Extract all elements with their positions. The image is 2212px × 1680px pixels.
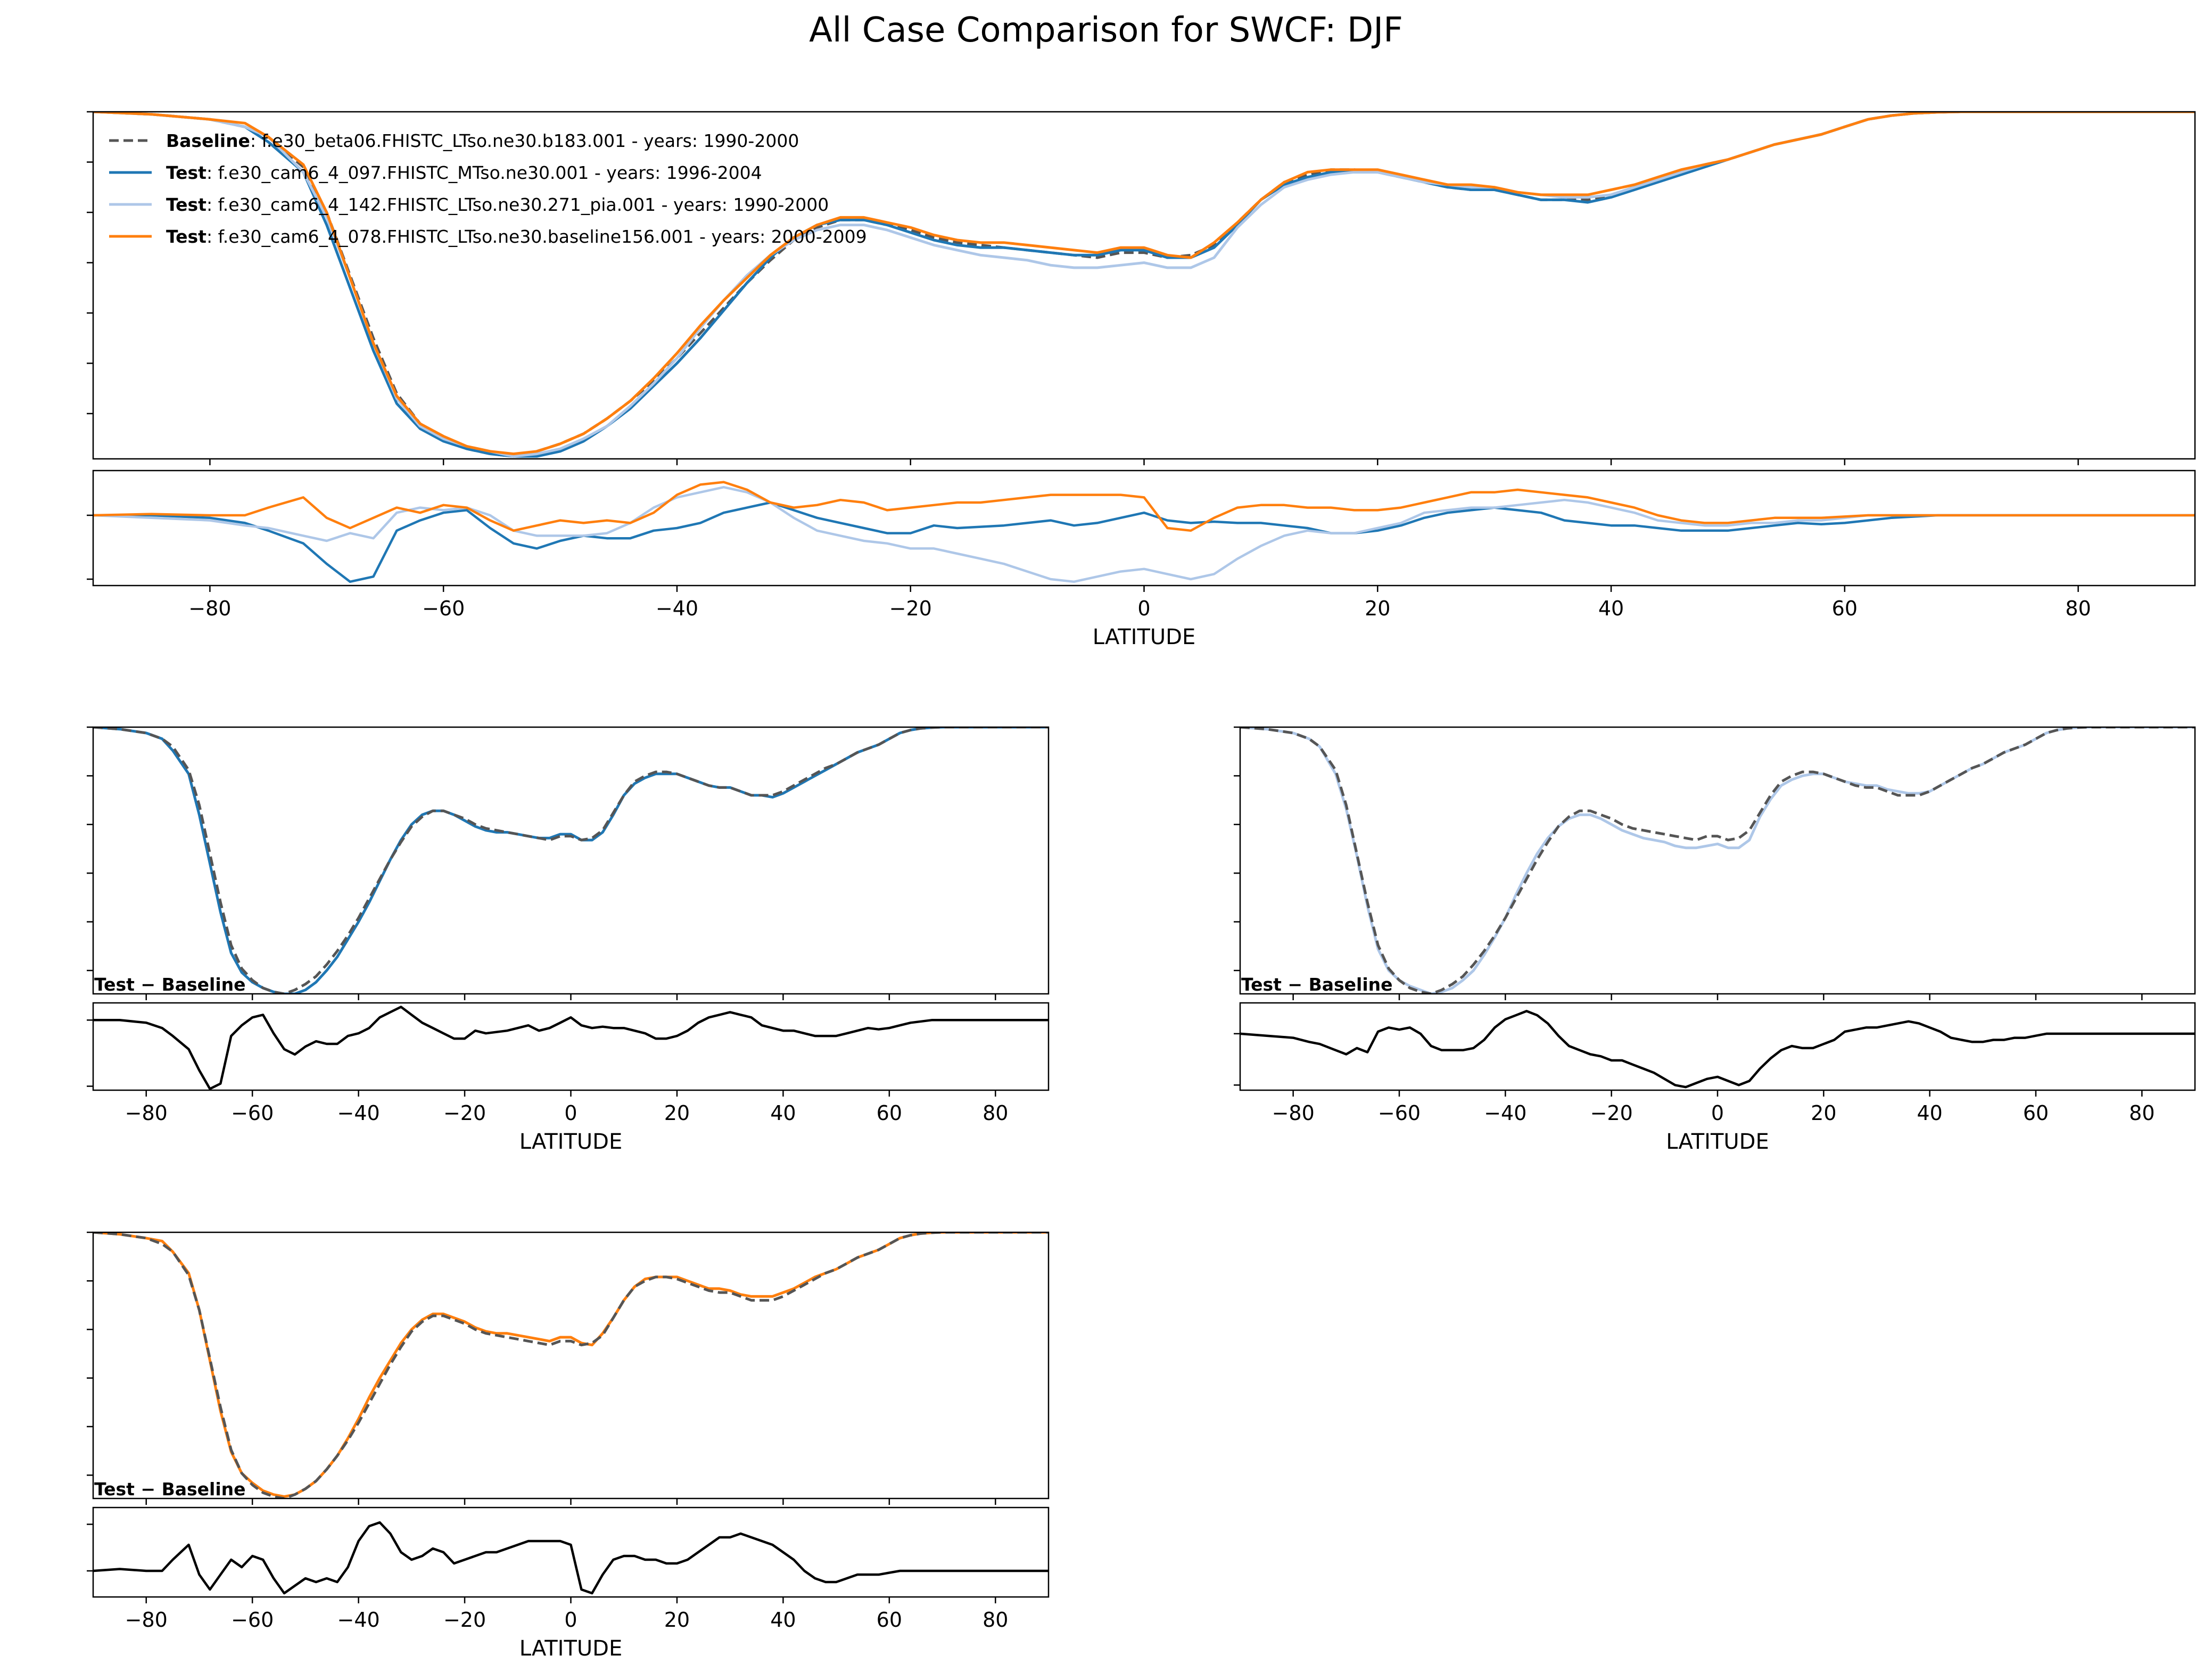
test3-vs-baseline-main-frame bbox=[92, 1231, 1050, 1500]
overview-main-frame bbox=[92, 111, 2196, 460]
legend-label: : f.e30_cam6_4_078.FHISTC_LTso.ne30.base… bbox=[207, 226, 867, 247]
legend-label: : f.e30_cam6_4_097.FHISTC_MTso.ne30.001 … bbox=[207, 162, 762, 183]
test1-vs-baseline-diff-xtick-label: 20 bbox=[664, 1101, 690, 1125]
test3-vs-baseline-diff-xtick-label: −20 bbox=[443, 1608, 486, 1632]
test3-line bbox=[93, 112, 2195, 456]
overview-diff-xtick-label: 80 bbox=[2065, 597, 2091, 620]
diff-test3-line bbox=[93, 481, 2195, 532]
annotation-test: Test bbox=[94, 974, 135, 995]
test3-vs-baseline-diff-xtick-label: −80 bbox=[125, 1608, 168, 1632]
test2-vs-baseline-diff-xtick-label: −20 bbox=[1590, 1101, 1633, 1125]
baseline-line bbox=[93, 1232, 1049, 1498]
overview-diff-xtick-label: −20 bbox=[889, 597, 932, 620]
overview-diff-frame bbox=[92, 470, 2196, 587]
test3-vs-baseline-diff-frame bbox=[92, 1506, 1050, 1598]
test3-vs-baseline-diff-xtick-label: 40 bbox=[770, 1608, 796, 1632]
baseline-line bbox=[1240, 727, 2195, 994]
test1-vs-baseline-diff-xtick-label: 60 bbox=[877, 1101, 902, 1125]
overview-diff-xtick-label: −80 bbox=[188, 597, 231, 620]
test3-vs-baseline-diff-xtick-label: 80 bbox=[983, 1608, 1008, 1632]
overview-diff-xtick-label: 0 bbox=[1137, 597, 1150, 620]
test3-vs-baseline-annotation: Test − Baseline bbox=[94, 1479, 246, 1500]
test3-vs-baseline-diff-xtick-label: 20 bbox=[664, 1608, 690, 1632]
test1-vs-baseline-diff-xtick-label: 0 bbox=[564, 1101, 577, 1125]
test1-vs-baseline-main-frame bbox=[92, 726, 1050, 995]
overview-diff-xtick-label: 40 bbox=[1598, 597, 1624, 620]
test3-vs-baseline-diff-xtick-label: 60 bbox=[877, 1608, 902, 1632]
overview-diff-xtick-label: 60 bbox=[1832, 597, 1858, 620]
annotation-test: Test bbox=[1241, 974, 1282, 995]
test3-vs-baseline-diff-xlabel: LATITUDE bbox=[519, 1636, 622, 1661]
legend-label: : f.e30_beta06.FHISTC_LTso.ne30.b183.001… bbox=[250, 130, 799, 151]
baseline-line bbox=[93, 727, 1049, 994]
test2-vs-baseline-diff-xtick-label: 80 bbox=[2129, 1101, 2155, 1125]
test1-vs-baseline-diff-frame bbox=[92, 1002, 1050, 1091]
diff-test1-line bbox=[93, 501, 2195, 583]
test2-vs-baseline-diff-xtick-label: 20 bbox=[1811, 1101, 1836, 1125]
annotation-minus: − bbox=[135, 974, 162, 995]
overview-diff-xtick-label: −60 bbox=[422, 597, 465, 620]
overview-diff-xtick-label: 20 bbox=[1365, 597, 1390, 620]
test2-vs-baseline-diff-xtick-label: 40 bbox=[1917, 1101, 1942, 1125]
test1-vs-baseline-diff-xtick-label: −80 bbox=[125, 1101, 168, 1125]
annotation-minus: − bbox=[135, 1479, 162, 1500]
test2-vs-baseline-diff-xtick-label: −80 bbox=[1272, 1101, 1315, 1125]
test1-vs-baseline-diff-xtick-label: 40 bbox=[770, 1101, 796, 1125]
legend-prefix: Test bbox=[166, 226, 207, 247]
annotation-baseline: Baseline bbox=[162, 1479, 246, 1500]
annotation-baseline: Baseline bbox=[162, 974, 246, 995]
test2-vs-baseline-diff-xtick-label: −40 bbox=[1484, 1101, 1526, 1125]
legend-prefix: Test bbox=[166, 194, 207, 215]
legend-label: : f.e30_cam6_4_142.FHISTC_LTso.ne30.271_… bbox=[207, 194, 829, 215]
test1-vs-baseline-annotation: Test − Baseline bbox=[94, 974, 246, 995]
legend: Baseline: f.e30_beta06.FHISTC_LTso.ne30.… bbox=[109, 130, 867, 247]
diff-test2-line bbox=[93, 485, 2195, 583]
test2-vs-baseline-diff-xtick-label: 60 bbox=[2023, 1101, 2049, 1125]
test2-vs-baseline-annotation: Test − Baseline bbox=[1241, 974, 1393, 995]
test3-vs-baseline-diff-xtick-label: 0 bbox=[564, 1608, 577, 1632]
legend-entry: Test: f.e30_cam6_4_142.FHISTC_LTso.ne30.… bbox=[166, 194, 829, 215]
test2-vs-baseline-diff-xlabel: LATITUDE bbox=[1666, 1130, 1769, 1154]
test3-vs-baseline-diff-xtick-label: −40 bbox=[337, 1608, 380, 1632]
diff-line bbox=[1240, 1010, 2195, 1089]
test1-vs-baseline-diff-xtick-label: −60 bbox=[231, 1101, 274, 1125]
test1-vs-baseline-diff-xtick-label: −20 bbox=[443, 1101, 486, 1125]
diff-line bbox=[93, 1521, 1049, 1595]
test2-vs-baseline-diff-xtick-label: 0 bbox=[1711, 1101, 1724, 1125]
annotation-baseline: Baseline bbox=[1309, 974, 1393, 995]
diff-line bbox=[93, 1006, 1049, 1090]
legend-entry: Baseline: f.e30_beta06.FHISTC_LTso.ne30.… bbox=[166, 130, 799, 151]
legend-entry: Test: f.e30_cam6_4_078.FHISTC_LTso.ne30.… bbox=[166, 226, 867, 247]
overview-diff-xlabel: LATITUDE bbox=[1093, 625, 1195, 649]
test2-vs-baseline-main-frame bbox=[1239, 726, 2196, 995]
figure-title: All Case Comparison for SWCF: DJF bbox=[809, 11, 1403, 50]
annotation-test: Test bbox=[94, 1479, 135, 1500]
test3-vs-baseline-diff-xtick-label: −60 bbox=[231, 1608, 274, 1632]
test1-vs-baseline-diff-xtick-label: 80 bbox=[983, 1101, 1008, 1125]
legend-prefix: Baseline bbox=[166, 130, 250, 151]
test1-vs-baseline-diff-xlabel: LATITUDE bbox=[519, 1130, 622, 1154]
legend-prefix: Test bbox=[166, 162, 207, 183]
test1-vs-baseline-diff-xtick-label: −40 bbox=[337, 1101, 380, 1125]
legend-entry: Test: f.e30_cam6_4_097.FHISTC_MTso.ne30.… bbox=[166, 162, 762, 183]
annotation-minus: − bbox=[1282, 974, 1309, 995]
test2-vs-baseline-diff-frame bbox=[1239, 1002, 2196, 1091]
test2-vs-baseline-diff-xtick-label: −60 bbox=[1378, 1101, 1421, 1125]
overview-diff-xtick-label: −40 bbox=[656, 597, 698, 620]
